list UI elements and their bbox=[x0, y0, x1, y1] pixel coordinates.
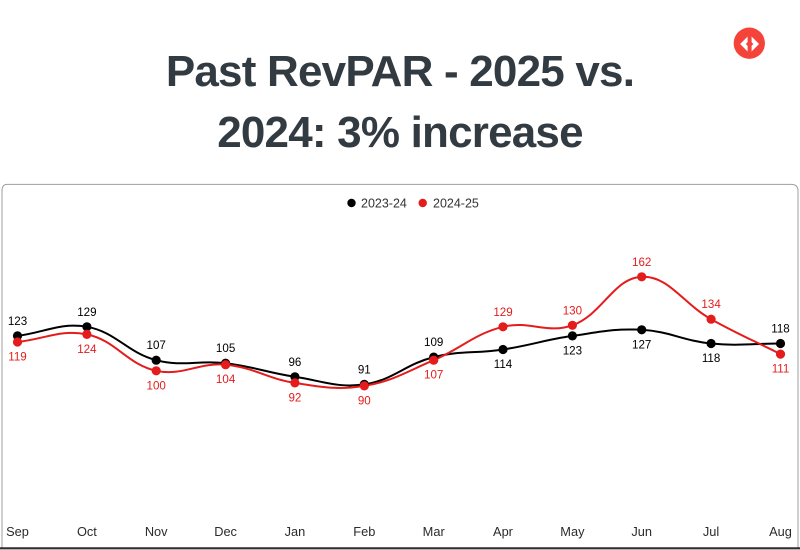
svg-text:96: 96 bbox=[288, 356, 301, 369]
svg-text:Apr: Apr bbox=[493, 524, 514, 539]
svg-text:Aug: Aug bbox=[769, 524, 792, 539]
svg-text:129: 129 bbox=[77, 306, 96, 319]
svg-text:107: 107 bbox=[147, 339, 166, 352]
svg-text:105: 105 bbox=[216, 342, 235, 355]
svg-text:Jun: Jun bbox=[631, 524, 652, 539]
svg-text:114: 114 bbox=[494, 358, 513, 371]
svg-text:Sep: Sep bbox=[6, 524, 29, 539]
svg-text:2023-24: 2023-24 bbox=[361, 196, 407, 210]
svg-text:127: 127 bbox=[632, 338, 651, 351]
svg-text:119: 119 bbox=[8, 351, 26, 364]
svg-text:130: 130 bbox=[563, 304, 582, 317]
svg-text:Mar: Mar bbox=[423, 524, 446, 539]
svg-text:134: 134 bbox=[701, 298, 721, 311]
svg-text:Nov: Nov bbox=[145, 524, 168, 539]
svg-text:Dec: Dec bbox=[214, 524, 237, 539]
svg-text:123: 123 bbox=[563, 344, 582, 357]
svg-text:118: 118 bbox=[702, 352, 720, 365]
svg-text:107: 107 bbox=[424, 369, 443, 382]
svg-text:2024-25: 2024-25 bbox=[433, 196, 479, 210]
svg-text:124: 124 bbox=[77, 343, 97, 356]
svg-text:Jan: Jan bbox=[285, 524, 306, 539]
svg-text:111: 111 bbox=[772, 363, 790, 376]
svg-text:162: 162 bbox=[632, 256, 651, 269]
svg-text:92: 92 bbox=[288, 391, 301, 404]
svg-text:Oct: Oct bbox=[77, 524, 97, 539]
svg-text:118: 118 bbox=[771, 323, 789, 336]
svg-text:104: 104 bbox=[216, 373, 236, 386]
svg-text:109: 109 bbox=[424, 336, 443, 349]
svg-text:Feb: Feb bbox=[353, 524, 375, 539]
svg-text:Jul: Jul bbox=[703, 524, 719, 539]
svg-text:100: 100 bbox=[147, 379, 166, 392]
svg-text:May: May bbox=[560, 524, 585, 539]
svg-text:90: 90 bbox=[358, 394, 371, 407]
svg-text:129: 129 bbox=[493, 306, 512, 319]
svg-text:91: 91 bbox=[358, 363, 371, 376]
svg-text:123: 123 bbox=[8, 315, 27, 328]
